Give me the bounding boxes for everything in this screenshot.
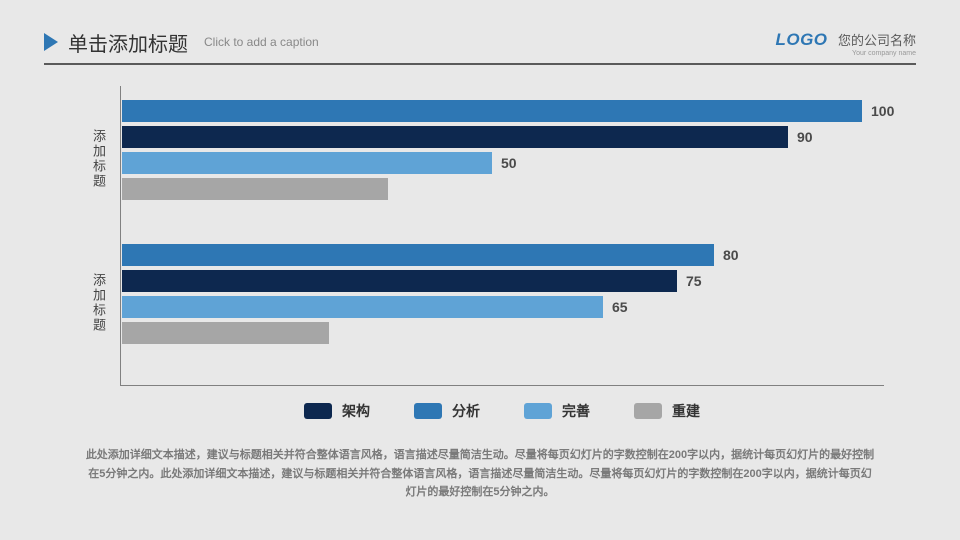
chart-bar xyxy=(122,244,714,266)
legend-label: 完善 xyxy=(562,401,590,421)
chart-bar xyxy=(122,100,862,122)
legend-swatch xyxy=(634,403,662,419)
triangle-icon xyxy=(44,33,58,51)
logo-text: LOGO xyxy=(775,30,827,49)
y-axis-label-top: 添加标题 xyxy=(84,114,108,204)
logo-group: LOGO 您的公司名称 Your company name xyxy=(775,30,916,57)
legend-item: 架构 xyxy=(304,401,370,421)
legend-swatch xyxy=(304,403,332,419)
bar-value-label: 90 xyxy=(797,126,813,148)
bar-value-label: 100 xyxy=(871,100,894,122)
chart-area: 添加标题 添加标题 1009050807565 架构分析完善重建 xyxy=(84,86,884,426)
title-group: 单击添加标题 Click to add a caption xyxy=(44,28,319,57)
legend-swatch xyxy=(524,403,552,419)
legend-item: 分析 xyxy=(414,401,480,421)
legend-label: 架构 xyxy=(342,401,370,421)
chart-bar xyxy=(122,322,329,344)
slide-subtitle: Click to add a caption xyxy=(204,35,319,49)
chart-bar xyxy=(122,126,788,148)
legend-label: 分析 xyxy=(452,401,480,421)
chart-plot: 1009050807565 xyxy=(120,86,884,386)
chart-bar xyxy=(122,296,603,318)
legend-item: 重建 xyxy=(634,401,700,421)
bar-value-label: 75 xyxy=(686,270,702,292)
chart-legend: 架构 分析 完善 重建 xyxy=(120,396,884,426)
bar-value-label: 50 xyxy=(501,152,517,174)
slide-title[interactable]: 单击添加标题 xyxy=(68,28,188,57)
company-subtext: Your company name xyxy=(775,50,916,57)
legend-label: 重建 xyxy=(672,401,700,421)
slide-header: 单击添加标题 Click to add a caption LOGO 您的公司名… xyxy=(44,28,916,65)
chart-bar xyxy=(122,178,388,200)
company-name: 您的公司名称 xyxy=(838,33,916,48)
legend-item: 完善 xyxy=(524,401,590,421)
y-axis-label-bottom: 添加标题 xyxy=(84,258,108,348)
bar-value-label: 65 xyxy=(612,296,628,318)
chart-bar xyxy=(122,270,677,292)
footer-description: 此处添加详细文本描述，建议与标题相关并符合整体语言风格，语言描述尽量简洁生动。尽… xyxy=(84,446,876,502)
chart-bar xyxy=(122,152,492,174)
legend-swatch xyxy=(414,403,442,419)
bar-value-label: 80 xyxy=(723,244,739,266)
